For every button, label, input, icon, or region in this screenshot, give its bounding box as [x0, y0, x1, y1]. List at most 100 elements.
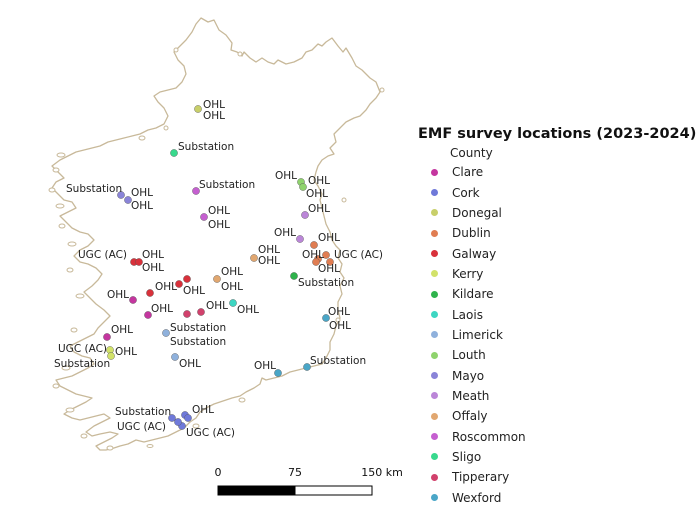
scale-bar: 0 75 150 km	[215, 466, 403, 496]
site-label-ohl: OHL	[203, 99, 225, 111]
site-label-substation: Substation	[298, 277, 354, 289]
survey-point-donegal	[194, 105, 202, 113]
site-label-ohl: OHL	[115, 346, 137, 358]
survey-point-clare	[144, 311, 152, 319]
legend-item-galway: Galway	[418, 243, 698, 263]
legend-swatch	[431, 189, 438, 197]
island	[146, 444, 154, 448]
site-label-substation: Substation	[115, 406, 171, 418]
mainland-coastline	[51, 17, 381, 451]
site-label-ohl: OHL	[318, 232, 340, 244]
island	[173, 47, 179, 53]
site-label-ohl: OHL	[221, 266, 243, 278]
legend-swatch	[431, 351, 438, 359]
legend-label: Clare	[452, 165, 484, 180]
legend-label: Limerick	[452, 327, 503, 342]
scale-bar-white-segment	[294, 485, 373, 496]
survey-point-sligo	[170, 149, 178, 157]
island	[52, 383, 60, 389]
island	[75, 293, 85, 299]
survey-point-wexford	[303, 363, 311, 371]
legend-item-louth: Louth	[418, 345, 698, 365]
island	[52, 167, 60, 173]
legend-label: Dublin	[452, 226, 491, 241]
survey-point-galway	[146, 289, 154, 297]
site-label-substation: Substation	[178, 141, 234, 153]
legend-label: Kildare	[452, 287, 494, 302]
legend-item-limerick: Limerick	[418, 325, 698, 345]
survey-point-dublin	[310, 241, 318, 249]
legend-label: Cork	[452, 185, 480, 200]
survey-point-galway	[135, 258, 143, 266]
scale-tick-0: 0	[215, 466, 222, 479]
survey-point-mayo	[117, 191, 125, 199]
survey-point-dublin	[322, 251, 330, 259]
legend-item-cork: Cork	[418, 182, 698, 202]
site-label-ohl: OHL	[111, 324, 133, 336]
legend-item-dublin: Dublin	[418, 223, 698, 243]
survey-point-clare	[129, 296, 137, 304]
site-label-ohl: OHL	[155, 281, 177, 293]
survey-point-laois	[229, 299, 237, 307]
survey-point-offaly	[213, 275, 221, 283]
legend-subtitle: County	[450, 146, 493, 160]
site-label-ohl: OHL	[306, 188, 328, 200]
survey-point-clare	[103, 333, 111, 341]
survey-point-roscommon	[200, 213, 208, 221]
legend-swatch	[431, 494, 438, 502]
site-label-ohl: OHL	[203, 110, 225, 122]
survey-point-limerick	[171, 353, 179, 361]
survey-point-meath	[301, 211, 309, 219]
survey-point-dublin	[326, 258, 334, 266]
site-label-ohl: OHL	[274, 227, 296, 239]
legend-swatch	[431, 250, 438, 258]
island	[61, 365, 71, 371]
site-label-ohl: OHL	[308, 203, 330, 215]
site-label-ohl: OHL	[107, 289, 129, 301]
legend-swatch	[431, 311, 438, 319]
site-label-ohl: OHL	[302, 249, 324, 261]
legend-item-kerry: Kerry	[418, 264, 698, 284]
survey-point-dublin	[312, 258, 320, 266]
legend-swatch	[431, 209, 438, 217]
island	[80, 433, 88, 439]
island	[66, 267, 74, 273]
site-label-ohl: OHL	[329, 320, 351, 332]
site-label-ohl: OHL	[258, 244, 280, 256]
site-label-ohl: OHL	[208, 205, 230, 217]
island	[58, 223, 66, 229]
site-label-substation: Substation	[199, 179, 255, 191]
site-label-substation: Substation	[310, 355, 366, 367]
site-label-ohl: OHL	[183, 285, 205, 297]
island	[65, 407, 75, 413]
legend-swatch	[431, 290, 438, 298]
survey-point-galway	[175, 280, 183, 288]
legend-label: Offaly	[452, 409, 488, 424]
island	[70, 327, 78, 333]
site-label-ohl: OHL	[254, 360, 276, 372]
legend-label: Sligo	[452, 449, 482, 464]
survey-point-offaly	[250, 254, 258, 262]
legend-label: Kerry	[452, 266, 484, 281]
survey-point-tipperary	[183, 310, 191, 318]
site-label-ohl: OHL	[206, 300, 228, 312]
legend-items: Clare Cork Donegal Dublin Galway Kerry Kildare…	[418, 162, 698, 508]
survey-point-kildare	[290, 272, 298, 280]
site-label-substation: Substation	[54, 358, 110, 370]
site-label-ohl: OHL	[308, 175, 330, 187]
legend-swatch	[431, 270, 438, 278]
survey-point-kerry	[107, 352, 115, 360]
island	[192, 423, 200, 429]
island	[237, 51, 243, 57]
site-label-ohl: OHL	[258, 255, 280, 267]
legend-item-laois: Laois	[418, 304, 698, 324]
legend-item-donegal: Donegal	[418, 203, 698, 223]
site-label-ohl: OHL	[142, 262, 164, 274]
legend-label: Meath	[452, 388, 490, 403]
legend-label: Mayo	[452, 368, 485, 383]
site-label-ohl: OHL	[237, 304, 259, 316]
legend-swatch	[431, 473, 438, 481]
island	[341, 197, 347, 203]
scale-tick-150: 150 km	[361, 466, 403, 479]
